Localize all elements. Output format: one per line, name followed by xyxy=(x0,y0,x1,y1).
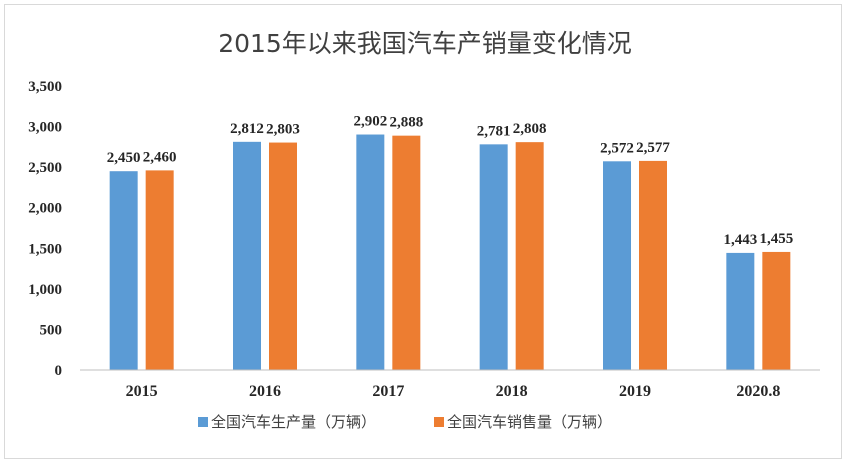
data-label: 2,808 xyxy=(513,121,547,137)
y-axis: 0 500 1,000 1,500 2,000 2,500 3,000 3,500 xyxy=(28,79,62,379)
bar-sales xyxy=(639,160,667,370)
x-axis: 2015 2016 2017 2018 2019 2020.8 xyxy=(126,383,781,400)
bar-sales xyxy=(762,251,791,370)
bar-sales xyxy=(269,142,297,370)
data-label: 2,803 xyxy=(266,122,300,138)
data-label: 1,443 xyxy=(723,232,757,248)
x-tick-label: 2018 xyxy=(496,383,528,400)
bar-production xyxy=(726,252,755,370)
data-label: 2,888 xyxy=(389,115,423,131)
bar-production xyxy=(233,141,261,370)
bar-production xyxy=(479,144,508,370)
bar-sales xyxy=(515,142,544,370)
data-label: 2,572 xyxy=(600,140,634,156)
x-tick-label: 2020.8 xyxy=(736,383,780,400)
x-tick-label: 2016 xyxy=(249,383,281,400)
y-tick-label: 2,500 xyxy=(28,160,62,176)
bar-production xyxy=(603,161,631,370)
chart-frame xyxy=(4,4,842,459)
data-label: 1,455 xyxy=(759,231,793,247)
data-label: 2,812 xyxy=(230,121,264,137)
bar-production xyxy=(109,171,138,370)
y-tick-label: 1,500 xyxy=(28,241,62,257)
bar-sales xyxy=(145,170,174,370)
bar-production xyxy=(356,134,385,370)
data-label: 2,450 xyxy=(107,150,141,166)
bars-group: 2,450 2,460 2,812 2,803 2,902 2,888 2,781 2,808… xyxy=(107,114,793,370)
data-label: 2,902 xyxy=(353,114,387,130)
y-tick-label: 3,500 xyxy=(28,79,62,95)
legend: 全国汽车生产量（万辆） 全国汽车销售量（万辆） xyxy=(198,413,612,431)
y-tick-label: 3,000 xyxy=(28,120,62,136)
bar-sales xyxy=(392,135,421,370)
x-tick-label: 2019 xyxy=(619,383,651,400)
x-tick-label: 2015 xyxy=(126,383,158,400)
y-tick-label: 1,000 xyxy=(28,282,62,298)
y-tick-label: 0 xyxy=(55,363,63,379)
legend-swatch xyxy=(198,417,208,427)
y-tick-label: 500 xyxy=(40,322,63,338)
legend-swatch xyxy=(434,417,444,427)
data-label: 2,781 xyxy=(477,123,511,139)
y-tick-label: 2,000 xyxy=(28,201,62,217)
data-label: 2,460 xyxy=(143,149,177,165)
legend-label: 全国汽车生产量（万辆） xyxy=(211,413,376,431)
x-tick-label: 2017 xyxy=(372,383,404,400)
legend-label: 全国汽车销售量（万辆） xyxy=(447,413,612,431)
chart-title: 2015年以来我国汽车产销量变化情况 xyxy=(218,29,632,58)
data-label: 2,577 xyxy=(636,140,670,156)
